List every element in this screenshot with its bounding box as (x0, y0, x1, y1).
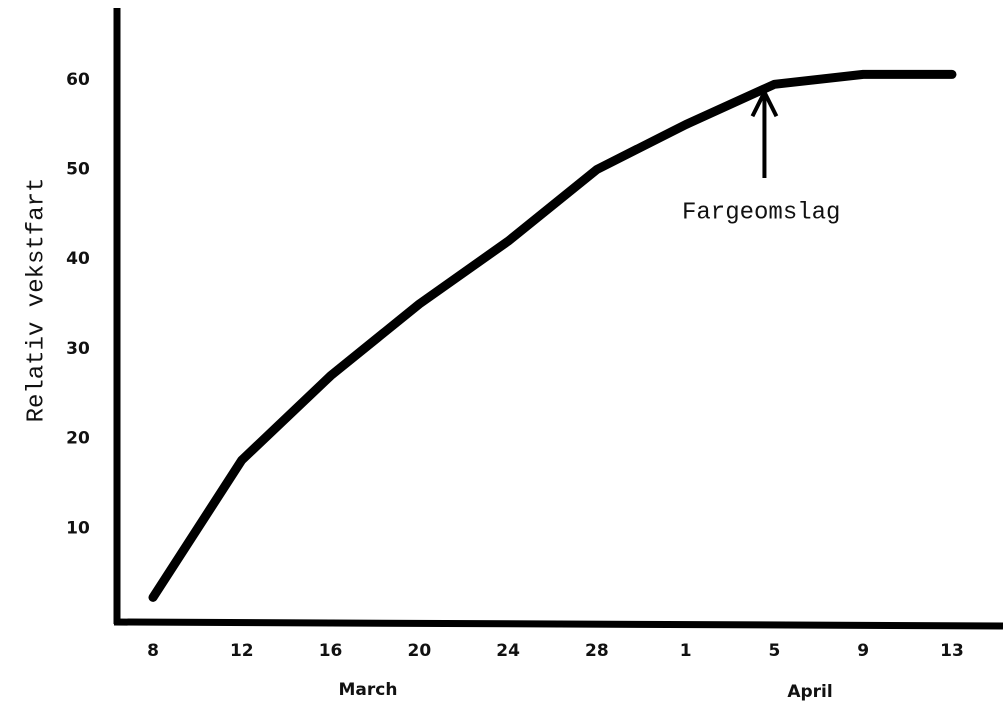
y-tick-label: 10 (66, 518, 90, 538)
x-tick-label: 12 (230, 641, 254, 661)
month-label: April (787, 682, 832, 702)
x-tick-label: 13 (940, 641, 964, 661)
annotation: Fargeomslag (682, 199, 840, 226)
x-tick-label: 8 (147, 641, 159, 661)
data-line (148, 69, 957, 602)
x-tick-label: 1 (680, 641, 692, 661)
y-tick-label: 60 (66, 70, 90, 90)
annotation-arrow (750, 87, 779, 178)
y-tick-label: 40 (66, 249, 90, 269)
x-tick-label: 24 (496, 641, 520, 661)
x-tick-label: 20 (407, 641, 431, 661)
x-tick-label: 28 (585, 641, 609, 661)
y-tick-label: 50 (66, 159, 90, 179)
month-label: March (339, 680, 398, 700)
y-tick-label: 30 (66, 339, 90, 359)
x-tick-label: 9 (857, 641, 869, 661)
y-tick-label: 20 (66, 429, 90, 449)
x-tick-label: 16 (319, 641, 343, 661)
x-axis (113, 618, 1003, 630)
x-tick-label: 5 (769, 641, 781, 661)
y-axis-label: Relativ vekstfart (23, 178, 50, 423)
